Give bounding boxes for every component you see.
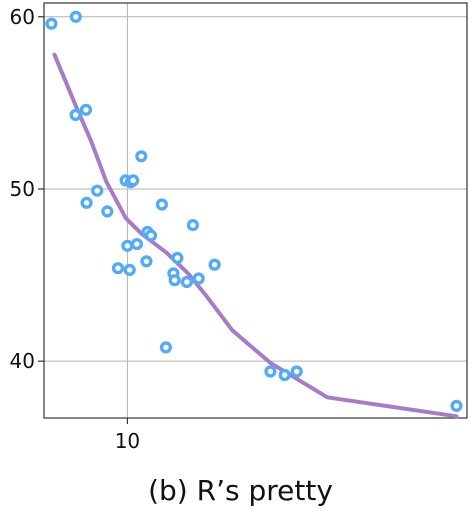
x-tick-label: 10 [115, 429, 140, 453]
y-tick-label: 50 [10, 177, 35, 201]
data-points [45, 10, 463, 413]
trend-line [52, 52, 459, 419]
data-point [91, 184, 104, 197]
data-point [45, 17, 58, 30]
data-point [101, 205, 114, 218]
data-point [130, 238, 144, 251]
data-point [290, 365, 303, 378]
data-point [208, 258, 221, 271]
data-point [180, 275, 194, 289]
data-point [159, 341, 173, 354]
data-point [111, 262, 125, 275]
data-point [168, 274, 181, 287]
data-point [186, 219, 200, 232]
data-point [121, 239, 134, 252]
y-tick-label: 40 [10, 349, 35, 373]
data-point [171, 251, 184, 265]
y-tick-label: 60 [10, 5, 35, 29]
data-point [80, 196, 93, 209]
axis-ticks: 40 50 60 10 [10, 5, 141, 453]
data-point [155, 198, 169, 211]
chart-caption: (b) R’s pretty [148, 474, 333, 507]
data-point [140, 255, 153, 268]
data-point [264, 365, 277, 378]
data-point [127, 174, 140, 187]
data-point [69, 108, 82, 122]
grid [44, 3, 467, 418]
data-point [69, 10, 82, 23]
data-point [135, 150, 148, 163]
data-point [278, 368, 291, 382]
plot-frame [43, 2, 468, 419]
data-point [79, 103, 93, 116]
data-point [123, 263, 136, 277]
data-point [192, 272, 205, 285]
data-point [450, 399, 463, 413]
data-point [144, 229, 158, 242]
